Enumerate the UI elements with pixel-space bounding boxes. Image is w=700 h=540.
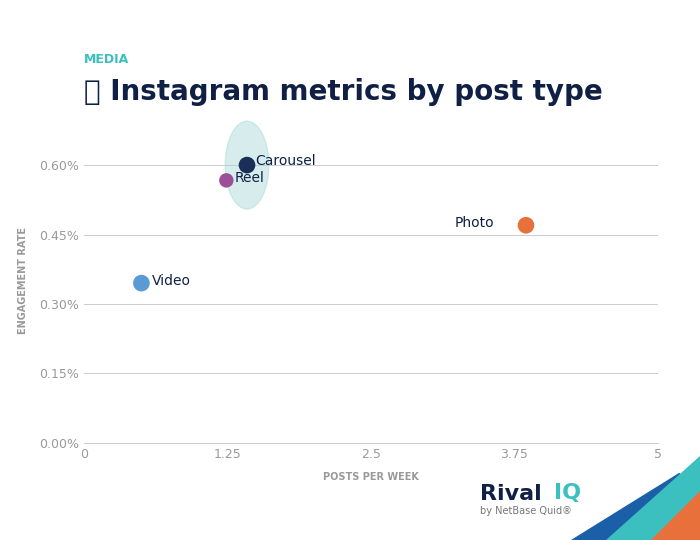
Point [136,279,147,287]
Text: Carousel: Carousel [255,154,316,168]
Text: Photo: Photo [455,216,494,230]
X-axis label: POSTS PER WEEK: POSTS PER WEEK [323,472,419,482]
Text: MEDIA: MEDIA [84,53,130,66]
Text: Video: Video [152,274,190,288]
Point [241,161,253,170]
Text: Reel: Reel [234,171,265,185]
Text: IQ: IQ [554,483,582,503]
Point [520,221,531,230]
Text: ⓘ Instagram metrics by post type: ⓘ Instagram metrics by post type [84,78,603,106]
Point [220,176,232,185]
Ellipse shape [225,121,269,209]
Y-axis label: ENGAGEMENT RATE: ENGAGEMENT RATE [18,227,28,334]
Text: by NetBase Quid®: by NetBase Quid® [480,506,571,516]
Text: Rival: Rival [480,483,541,503]
